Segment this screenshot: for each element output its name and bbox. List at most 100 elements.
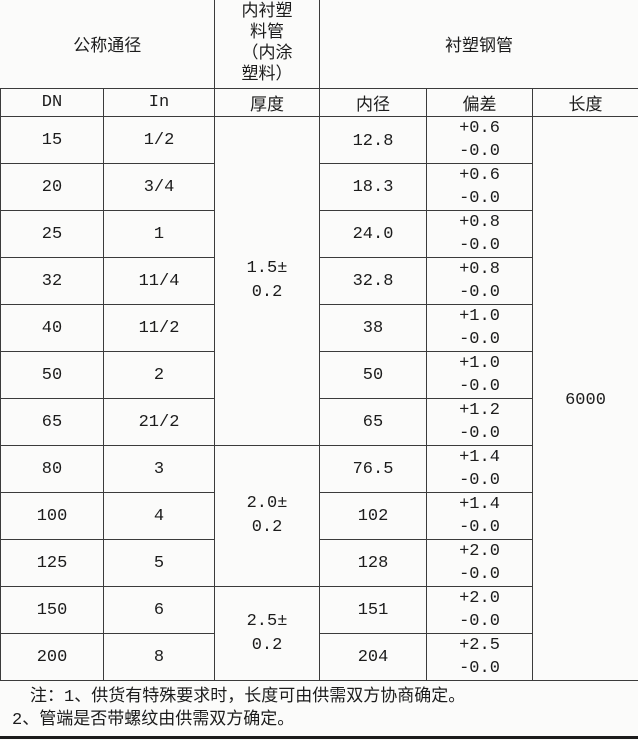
pipe-spec-table: 公称通径 内衬塑 料管 （内涂 塑料） 衬塑钢管 DN In 厚度 内径 偏差 …	[0, 0, 638, 681]
deviation-plus: +2.5	[459, 636, 500, 655]
deviation-plus: +2.0	[459, 589, 500, 608]
deviation-cell: +1.4 -0.0	[426, 445, 533, 493]
deviation-plus: +1.4	[459, 495, 500, 514]
inch-cell: 3	[103, 445, 215, 493]
inner-diameter-cell: 128	[319, 539, 427, 587]
header-lined-plastic-pipe: 内衬塑 料管 （内涂 塑料）	[214, 0, 320, 89]
deviation-minus: -0.0	[459, 612, 500, 631]
inner-diameter-cell: 76.5	[319, 445, 427, 493]
inch-cell: 2	[103, 351, 215, 399]
thickness-cell: 2.0± 0.2	[214, 445, 320, 587]
deviation-minus: -0.0	[459, 424, 500, 443]
table-row: 200 8 204 +2.5 -0.0	[0, 633, 638, 681]
deviation-cell: +2.5 -0.0	[426, 633, 533, 681]
deviation-minus: -0.0	[459, 189, 500, 208]
dn-cell: 65	[0, 398, 104, 446]
dn-cell: 150	[0, 586, 104, 634]
deviation-minus: -0.0	[459, 377, 500, 396]
deviation-cell: +0.6 -0.0	[426, 163, 533, 211]
header-plastic-lined-steel-pipe: 衬塑钢管	[319, 0, 638, 89]
deviation-minus: -0.0	[459, 236, 500, 255]
deviation-minus: -0.0	[459, 330, 500, 349]
inch-cell: 11/4	[103, 257, 215, 305]
inch-cell: 3/4	[103, 163, 215, 211]
inner-diameter-cell: 65	[319, 398, 427, 446]
deviation-minus: -0.0	[459, 518, 500, 537]
length-value: 6000	[565, 391, 606, 410]
footnote-2: 2、管端是否带螺纹由供需双方确定。	[12, 711, 295, 730]
thickness-cell: 2.5± 0.2	[214, 586, 320, 681]
col-header-length: 长度	[532, 88, 638, 117]
inner-diameter-cell: 151	[319, 586, 427, 634]
length-cell: 6000	[532, 116, 638, 681]
deviation-cell: +2.0 -0.0	[426, 586, 533, 634]
inch-cell: 11/2	[103, 304, 215, 352]
deviation-minus: -0.0	[459, 283, 500, 302]
col-header-dn: DN	[0, 88, 104, 117]
deviation-plus: +0.8	[459, 213, 500, 232]
dn-cell: 125	[0, 539, 104, 587]
dn-cell: 50	[0, 351, 104, 399]
deviation-cell: +0.8 -0.0	[426, 257, 533, 305]
deviation-plus: +1.2	[459, 401, 500, 420]
inner-diameter-cell: 24.0	[319, 210, 427, 258]
header-group-row: 公称通径 内衬塑 料管 （内涂 塑料） 衬塑钢管	[0, 0, 638, 89]
table-row: 80 3 2.0± 0.2 76.5 +1.4 -0.0	[0, 445, 638, 587]
inner-diameter-cell: 38	[319, 304, 427, 352]
deviation-plus: +1.4	[459, 448, 500, 467]
inch-cell: 5	[103, 539, 215, 587]
inch-cell: 21/2	[103, 398, 215, 446]
deviation-cell: +0.8 -0.0	[426, 210, 533, 258]
col-header-in: In	[103, 88, 215, 117]
dn-cell: 200	[0, 633, 104, 681]
table-row: 100 4 102 +1.4 -0.0	[0, 492, 638, 540]
footnote-1: 注：1、供货有特殊要求时，长度可由供需双方协商确定。	[30, 688, 466, 707]
deviation-plus: +1.0	[459, 307, 500, 326]
dn-cell: 40	[0, 304, 104, 352]
inner-diameter-cell: 18.3	[319, 163, 427, 211]
deviation-cell: +1.0 -0.0	[426, 304, 533, 352]
dn-cell: 32	[0, 257, 104, 305]
inner-diameter-cell: 32.8	[319, 257, 427, 305]
deviation-plus: +0.8	[459, 260, 500, 279]
footnotes: 注：1、供货有特殊要求时，长度可由供需双方协商确定。 2、管端是否带螺纹由供需双…	[0, 686, 638, 732]
inner-diameter-cell: 50	[319, 351, 427, 399]
header-nominal-diameter: 公称通径	[0, 0, 215, 89]
inner-diameter-cell: 12.8	[319, 116, 427, 164]
inch-cell: 4	[103, 492, 215, 540]
inch-cell: 8	[103, 633, 215, 681]
inner-diameter-cell: 204	[319, 633, 427, 681]
inch-cell: 6	[103, 586, 215, 634]
deviation-cell: +1.4 -0.0	[426, 492, 533, 540]
page-bottom-rule	[0, 736, 638, 739]
deviation-plus: +2.0	[459, 542, 500, 561]
deviation-plus: +0.6	[459, 119, 500, 138]
inch-cell: 1/2	[103, 116, 215, 164]
deviation-minus: -0.0	[459, 565, 500, 584]
dn-cell: 100	[0, 492, 104, 540]
thickness-cell: 1.5± 0.2	[214, 116, 320, 446]
deviation-minus: -0.0	[459, 659, 500, 678]
col-header-thickness: 厚度	[214, 88, 320, 117]
inner-diameter-cell: 102	[319, 492, 427, 540]
deviation-cell: +1.0 -0.0	[426, 351, 533, 399]
deviation-cell: +1.2 -0.0	[426, 398, 533, 446]
table-row: 50 2 50 +1.0 -0.0	[0, 351, 638, 399]
dn-cell: 25	[0, 210, 104, 258]
col-header-inner-diameter: 内径	[319, 88, 427, 117]
deviation-minus: -0.0	[459, 142, 500, 161]
table-row: 20 3/4 18.3 +0.6 -0.0	[0, 163, 638, 211]
table-row: 32 11/4 32.8 +0.8 -0.0	[0, 257, 638, 305]
col-header-deviation: 偏差	[426, 88, 533, 117]
dn-cell: 15	[0, 116, 104, 164]
deviation-plus: +0.6	[459, 166, 500, 185]
table-row: 40 11/2 38 +1.0 -0.0	[0, 304, 638, 352]
deviation-cell: +0.6 -0.0	[426, 116, 533, 164]
deviation-cell: +2.0 -0.0	[426, 539, 533, 587]
table-row: 125 5 128 +2.0 -0.0	[0, 539, 638, 587]
table-row: 25 1 24.0 +0.8 -0.0	[0, 210, 638, 258]
deviation-plus: +1.0	[459, 354, 500, 373]
deviation-minus: -0.0	[459, 471, 500, 490]
dn-cell: 20	[0, 163, 104, 211]
